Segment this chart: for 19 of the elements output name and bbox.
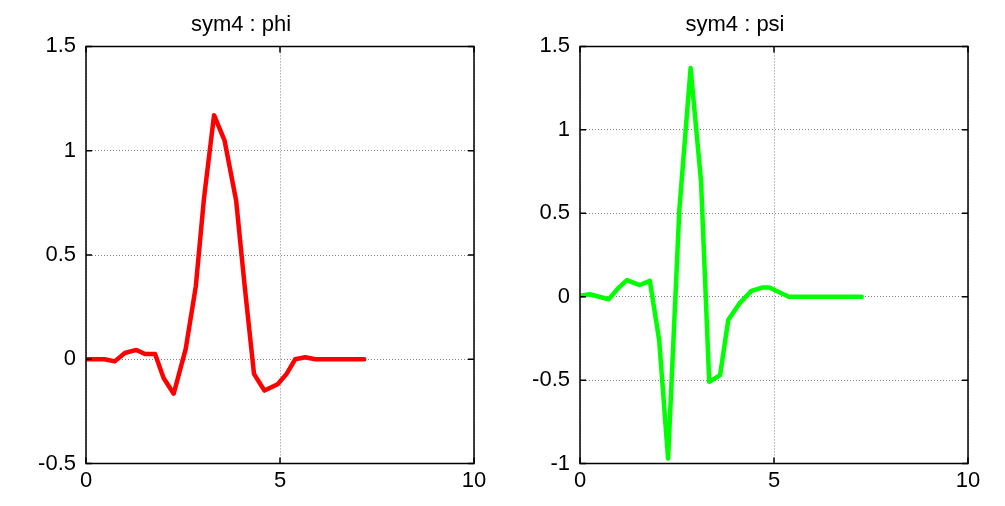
y-tick-label: 0.5 bbox=[539, 199, 570, 225]
y-tick-label: 0 bbox=[557, 282, 570, 308]
y-tick-label: 1 bbox=[557, 115, 570, 141]
chart-title: sym4 : psi bbox=[685, 11, 785, 37]
x-tick-label: 0 bbox=[573, 466, 587, 492]
y-tick-label: -0.5 bbox=[38, 449, 76, 475]
y-tick-label: 1.5 bbox=[539, 32, 570, 58]
x-tick-label: 10 bbox=[955, 466, 981, 492]
y-tick-label: 0.5 bbox=[45, 241, 76, 267]
x-tick-label: 0 bbox=[79, 466, 93, 492]
y-tick-label: 1.5 bbox=[45, 32, 76, 58]
y-tick-label: 0 bbox=[63, 345, 76, 371]
chart-title: sym4 : phi bbox=[190, 11, 292, 37]
y-tick-label: 1 bbox=[63, 136, 76, 162]
y-tick-label: -1 bbox=[550, 449, 570, 475]
y-tick-label: -0.5 bbox=[532, 366, 570, 392]
x-tick-label: 5 bbox=[767, 466, 781, 492]
x-tick-label: 10 bbox=[461, 466, 487, 492]
x-tick-label: 5 bbox=[273, 466, 287, 492]
